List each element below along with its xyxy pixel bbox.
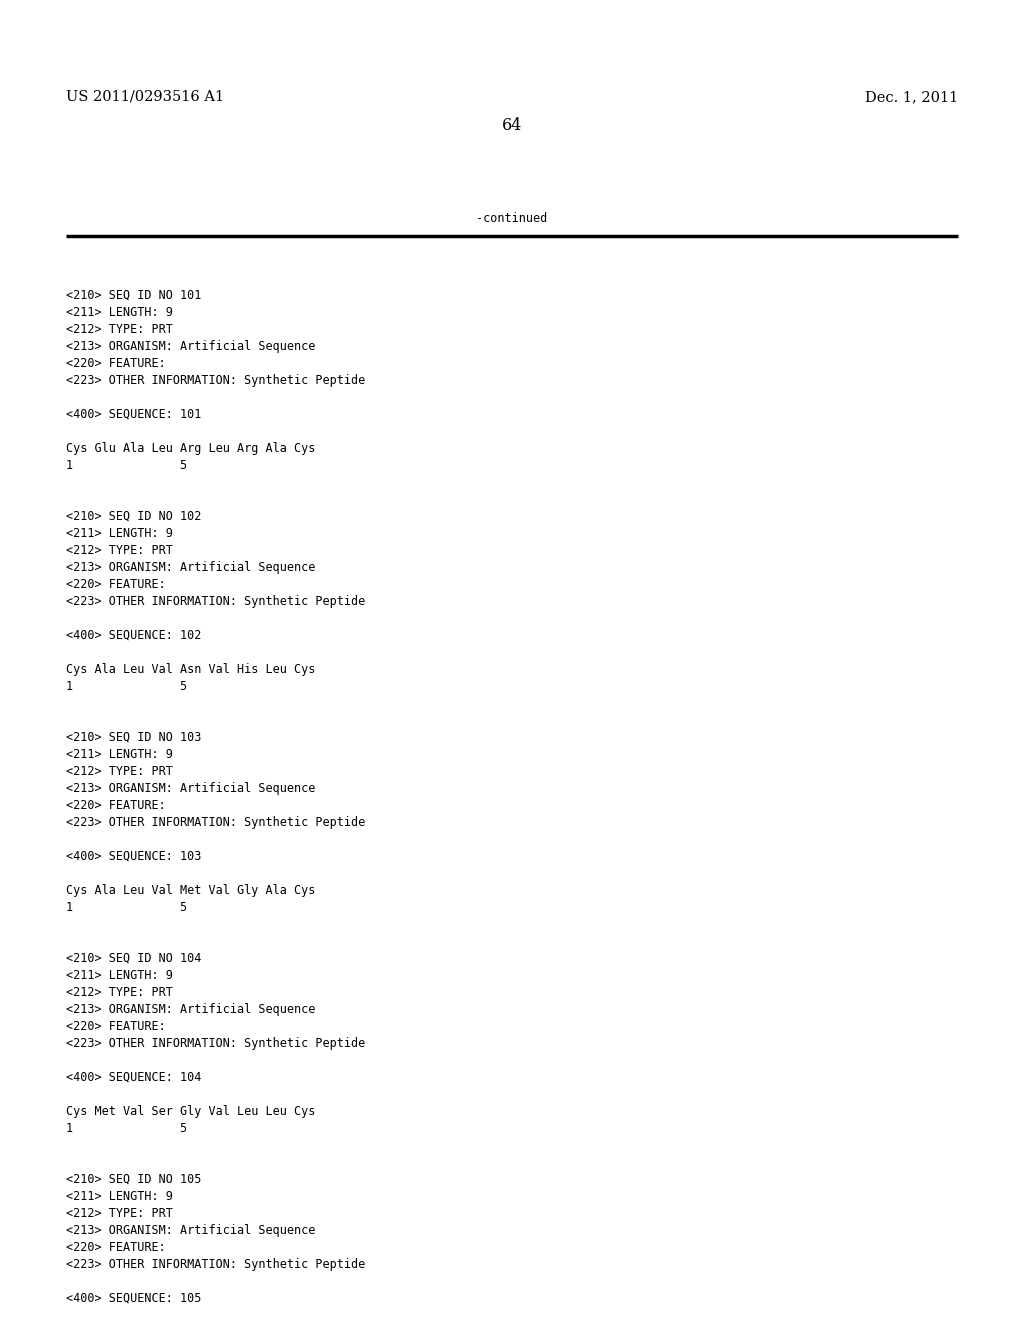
Text: <212> TYPE: PRT: <212> TYPE: PRT [66,766,173,777]
Text: <213> ORGANISM: Artificial Sequence: <213> ORGANISM: Artificial Sequence [66,781,315,795]
Text: <211> LENGTH: 9: <211> LENGTH: 9 [66,527,173,540]
Text: <223> OTHER INFORMATION: Synthetic Peptide: <223> OTHER INFORMATION: Synthetic Pepti… [66,1038,366,1049]
Text: <212> TYPE: PRT: <212> TYPE: PRT [66,1206,173,1220]
Text: <220> FEATURE:: <220> FEATURE: [66,356,166,370]
Text: 1               5: 1 5 [66,1122,187,1135]
Text: 1               5: 1 5 [66,902,187,913]
Text: <220> FEATURE:: <220> FEATURE: [66,799,166,812]
Text: -continued: -continued [476,213,548,224]
Text: 1               5: 1 5 [66,459,187,473]
Text: <223> OTHER INFORMATION: Synthetic Peptide: <223> OTHER INFORMATION: Synthetic Pepti… [66,374,366,387]
Text: <211> LENGTH: 9: <211> LENGTH: 9 [66,306,173,319]
Text: <212> TYPE: PRT: <212> TYPE: PRT [66,986,173,999]
Text: <211> LENGTH: 9: <211> LENGTH: 9 [66,748,173,762]
Text: <213> ORGANISM: Artificial Sequence: <213> ORGANISM: Artificial Sequence [66,1003,315,1016]
Text: Cys Ala Leu Val Met Val Gly Ala Cys: Cys Ala Leu Val Met Val Gly Ala Cys [66,884,315,898]
Text: <400> SEQUENCE: 102: <400> SEQUENCE: 102 [66,630,202,642]
Text: <211> LENGTH: 9: <211> LENGTH: 9 [66,1191,173,1203]
Text: Cys Glu Ala Leu Arg Leu Arg Ala Cys: Cys Glu Ala Leu Arg Leu Arg Ala Cys [66,442,315,455]
Text: <210> SEQ ID NO 103: <210> SEQ ID NO 103 [66,731,202,744]
Text: Cys Ala Leu Val Asn Val His Leu Cys: Cys Ala Leu Val Asn Val His Leu Cys [66,663,315,676]
Text: Cys Met Val Ser Gly Val Leu Leu Cys: Cys Met Val Ser Gly Val Leu Leu Cys [66,1105,315,1118]
Text: <400> SEQUENCE: 103: <400> SEQUENCE: 103 [66,850,202,863]
Text: <210> SEQ ID NO 105: <210> SEQ ID NO 105 [66,1173,202,1185]
Text: <220> FEATURE:: <220> FEATURE: [66,578,166,591]
Text: <400> SEQUENCE: 101: <400> SEQUENCE: 101 [66,408,202,421]
Text: <210> SEQ ID NO 102: <210> SEQ ID NO 102 [66,510,202,523]
Text: <212> TYPE: PRT: <212> TYPE: PRT [66,544,173,557]
Text: <223> OTHER INFORMATION: Synthetic Peptide: <223> OTHER INFORMATION: Synthetic Pepti… [66,816,366,829]
Text: <213> ORGANISM: Artificial Sequence: <213> ORGANISM: Artificial Sequence [66,341,315,352]
Text: <220> FEATURE:: <220> FEATURE: [66,1020,166,1034]
Text: US 2011/0293516 A1: US 2011/0293516 A1 [66,90,224,104]
Text: <211> LENGTH: 9: <211> LENGTH: 9 [66,969,173,982]
Text: <210> SEQ ID NO 101: <210> SEQ ID NO 101 [66,289,202,302]
Text: <220> FEATURE:: <220> FEATURE: [66,1241,166,1254]
Text: <213> ORGANISM: Artificial Sequence: <213> ORGANISM: Artificial Sequence [66,1224,315,1237]
Text: 64: 64 [502,117,522,135]
Text: <223> OTHER INFORMATION: Synthetic Peptide: <223> OTHER INFORMATION: Synthetic Pepti… [66,1258,366,1271]
Text: <223> OTHER INFORMATION: Synthetic Peptide: <223> OTHER INFORMATION: Synthetic Pepti… [66,595,366,609]
Text: <400> SEQUENCE: 104: <400> SEQUENCE: 104 [66,1071,202,1084]
Text: <210> SEQ ID NO 104: <210> SEQ ID NO 104 [66,952,202,965]
Text: <212> TYPE: PRT: <212> TYPE: PRT [66,323,173,337]
Text: Dec. 1, 2011: Dec. 1, 2011 [864,90,958,104]
Text: <213> ORGANISM: Artificial Sequence: <213> ORGANISM: Artificial Sequence [66,561,315,574]
Text: <400> SEQUENCE: 105: <400> SEQUENCE: 105 [66,1292,202,1305]
Text: 1               5: 1 5 [66,680,187,693]
